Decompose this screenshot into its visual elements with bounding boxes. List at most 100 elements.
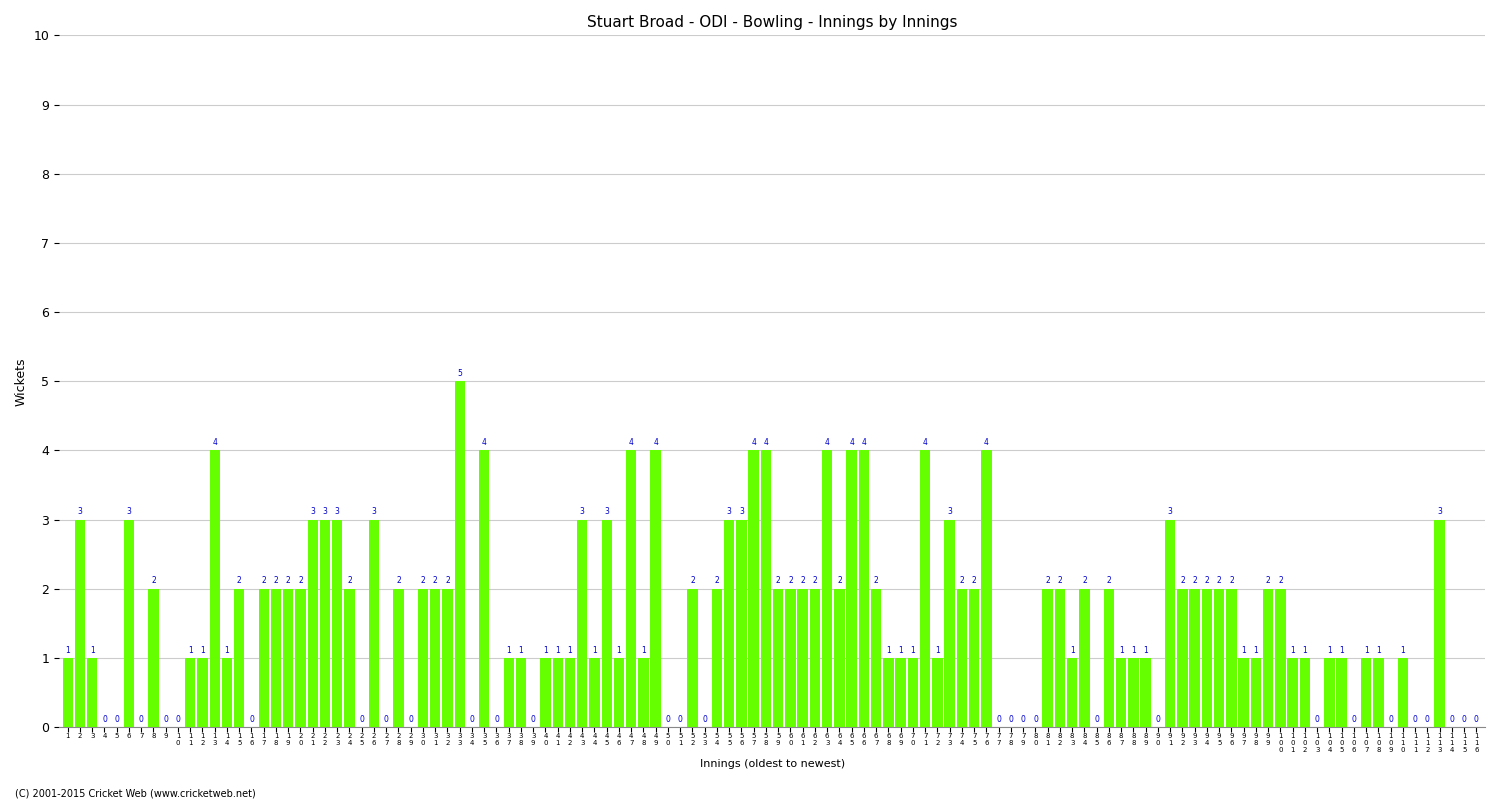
Text: 5: 5 [458,369,462,378]
Bar [566,658,574,727]
Text: 0: 0 [164,714,168,724]
Bar [614,658,624,727]
Text: 1: 1 [1340,646,1344,654]
Text: 2: 2 [286,576,291,586]
Bar [1042,589,1053,727]
Bar [957,589,968,727]
Text: 0: 0 [140,714,144,724]
Text: 3: 3 [322,507,327,516]
Text: 0: 0 [1425,714,1430,724]
Bar [504,658,515,727]
Text: 2: 2 [152,576,156,586]
Bar [1287,658,1298,727]
Text: 2: 2 [1192,576,1197,586]
Bar [320,520,330,727]
Text: 1: 1 [200,646,206,654]
Bar [1166,520,1176,727]
Bar [234,589,244,727]
Text: 4: 4 [482,438,486,447]
Text: 1: 1 [1119,646,1124,654]
Bar [1263,589,1274,727]
Bar [687,589,698,727]
Text: 0: 0 [531,714,536,724]
Text: 1: 1 [1254,646,1258,654]
Text: 1: 1 [898,646,903,654]
Bar [884,658,894,727]
Bar [602,520,612,727]
Bar [1372,658,1383,727]
Bar [590,658,600,727]
Text: 3: 3 [372,507,376,516]
Text: 1: 1 [225,646,230,654]
Bar [834,589,844,727]
Bar [419,589,428,727]
Bar [332,520,342,727]
Text: 0: 0 [1008,714,1014,724]
Text: 0: 0 [176,714,180,724]
Bar [198,658,207,727]
Text: 4: 4 [764,438,768,447]
Text: 2: 2 [261,576,266,586]
Text: 1: 1 [66,646,70,654]
Bar [184,658,195,727]
Bar [748,450,759,727]
Bar [1336,658,1347,727]
Text: 1: 1 [934,646,940,654]
Bar [981,450,992,727]
Text: 0: 0 [249,714,254,724]
Text: 0: 0 [102,714,106,724]
Text: 0: 0 [1461,714,1467,724]
Text: 4: 4 [825,438,830,447]
Text: 0: 0 [1352,714,1356,724]
Bar [1202,589,1212,727]
Text: 0: 0 [114,714,118,724]
Bar [724,520,735,727]
Bar [969,589,980,727]
Text: 4: 4 [849,438,853,447]
Text: 1: 1 [1242,646,1246,654]
Bar [272,589,280,727]
Title: Stuart Broad - ODI - Bowling - Innings by Innings: Stuart Broad - ODI - Bowling - Innings b… [586,15,957,30]
Text: 3: 3 [948,507,952,516]
Text: 3: 3 [126,507,132,516]
Text: 3: 3 [580,507,585,516]
Text: 2: 2 [1058,576,1062,586]
Text: 0: 0 [470,714,474,724]
Bar [871,589,882,727]
Text: 2: 2 [801,576,806,586]
Bar [932,658,942,727]
Text: 1: 1 [1131,646,1136,654]
Bar [296,589,306,727]
Bar [651,450,662,727]
Text: 3: 3 [1437,507,1442,516]
Bar [1434,520,1444,727]
Text: 1: 1 [188,646,192,654]
Text: 4: 4 [752,438,756,447]
Text: 4: 4 [922,438,927,447]
Text: 0: 0 [1449,714,1455,724]
Bar [858,450,868,727]
Text: 1: 1 [910,646,915,654]
Bar [1116,658,1126,727]
Text: 1: 1 [1070,646,1074,654]
Text: 0: 0 [1022,714,1026,724]
Text: 0: 0 [360,714,364,724]
Text: 0: 0 [702,714,706,724]
Bar [393,589,404,727]
X-axis label: Innings (oldest to newest): Innings (oldest to newest) [699,759,844,769]
Bar [711,589,722,727]
Bar [369,520,380,727]
Text: 1: 1 [1328,646,1332,654]
Bar [822,450,833,727]
Bar [578,520,588,727]
Text: 4: 4 [213,438,217,447]
Text: 2: 2 [1216,576,1221,586]
Text: 2: 2 [298,576,303,586]
Text: 4: 4 [984,438,988,447]
Text: 1: 1 [507,646,512,654]
Text: 3: 3 [728,507,732,516]
Bar [626,450,636,727]
Text: 1: 1 [519,646,524,654]
Bar [516,658,526,727]
Bar [945,520,956,727]
